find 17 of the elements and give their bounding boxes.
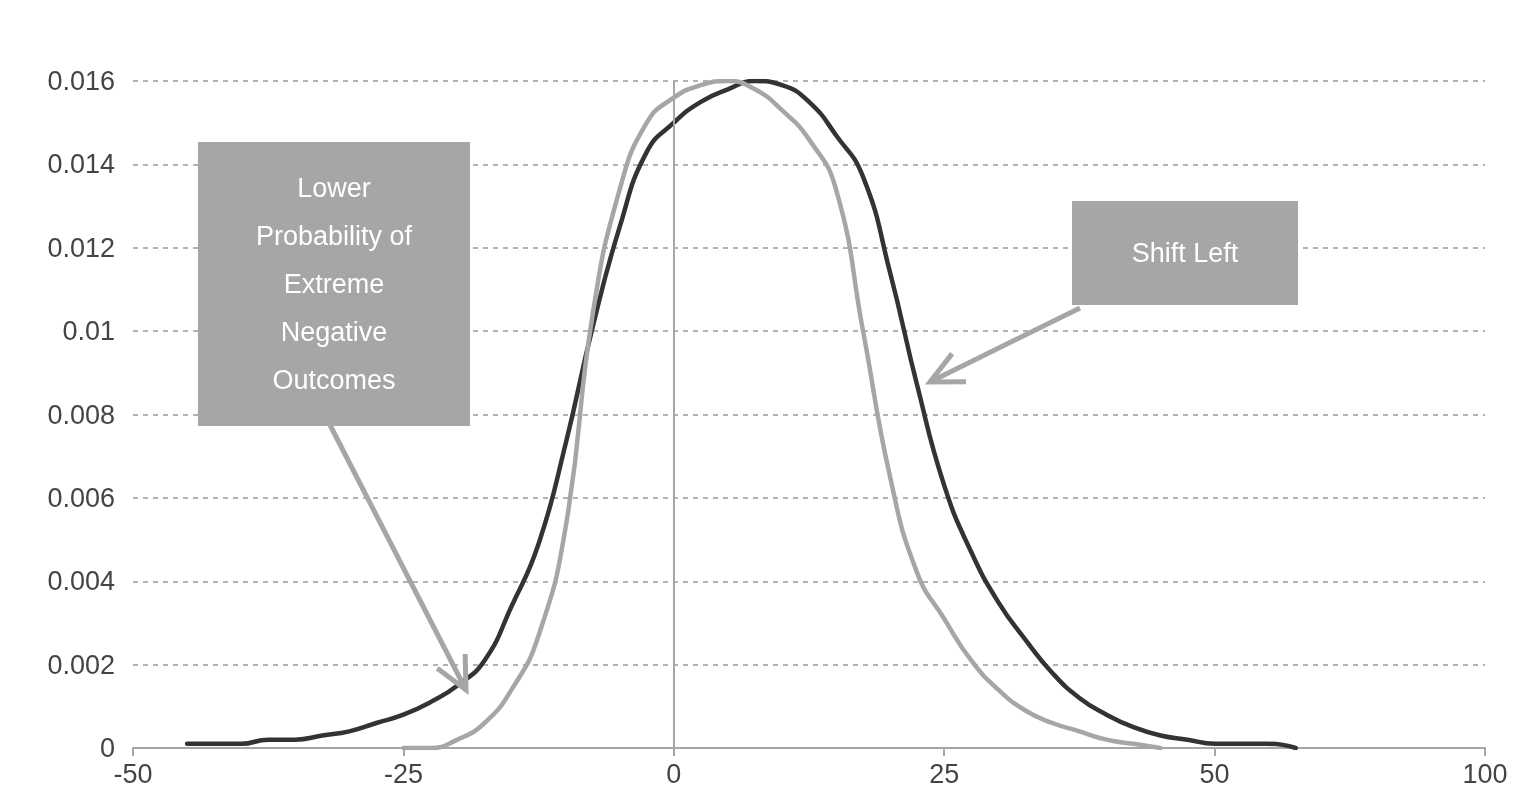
x-tick-label: -50	[113, 758, 153, 789]
x-tick-label: 100	[1462, 758, 1508, 789]
y-tick-label: 0	[99, 733, 115, 763]
y-tick-label: 0.014	[47, 149, 115, 180]
y-tick-label: 0.008	[47, 399, 115, 430]
y-tick-label: 0.006	[47, 482, 115, 513]
y-tick-label: 0.01	[62, 316, 115, 347]
callout-box: Shift Left	[1072, 201, 1298, 305]
x-tick-label: 50	[1199, 758, 1230, 789]
x-tick-label: 0	[666, 758, 682, 789]
y-tick-label: 0.012	[47, 232, 115, 263]
x-tick-label: -25	[383, 758, 423, 789]
callout-box: Lower Probability of Extreme Negative Outcomes	[198, 142, 470, 426]
y-tick-label: 0.016	[47, 66, 115, 96]
y-tick-label: 0.004	[47, 566, 115, 597]
y-tick-label: 0.002	[47, 649, 115, 680]
x-tick-label: 25	[929, 758, 960, 789]
